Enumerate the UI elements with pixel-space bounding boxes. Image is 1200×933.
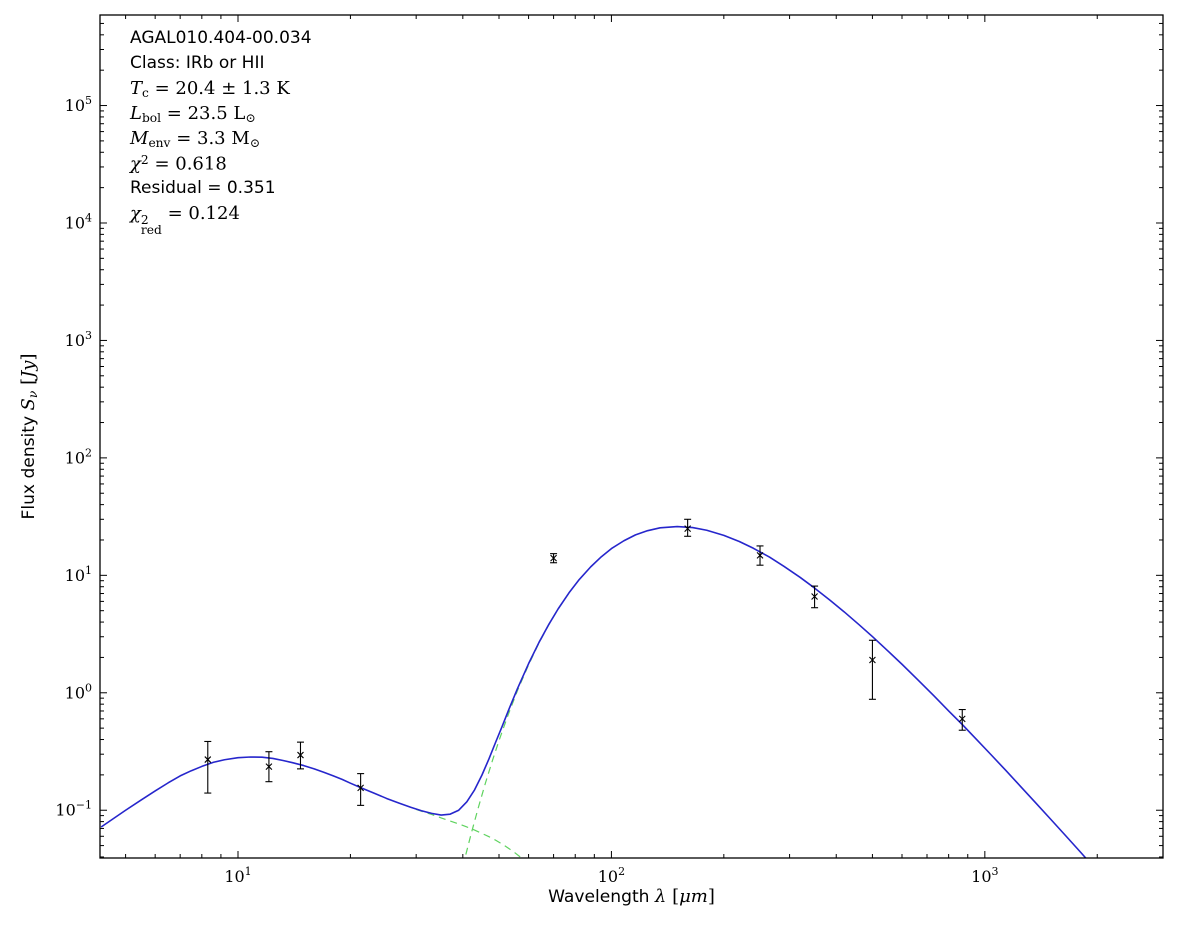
text-segment: Flux density bbox=[19, 410, 39, 520]
text-segment: = 20.4 ± 1.3 K bbox=[148, 78, 290, 99]
photometry-point bbox=[357, 773, 365, 806]
x-marker bbox=[869, 656, 876, 664]
x-tick-label: 101 bbox=[224, 865, 251, 886]
x-marker bbox=[684, 525, 692, 532]
y-tick-label: 105 bbox=[65, 94, 92, 115]
stacked-script: 2 red bbox=[140, 212, 162, 237]
text-segment: [ bbox=[666, 886, 680, 907]
annotation-dust-temperature: Tc = 20.4 ± 1.3 K bbox=[130, 78, 312, 103]
photometry-point bbox=[265, 751, 273, 783]
text-segment: λ bbox=[654, 886, 667, 907]
text-segment: ] bbox=[18, 353, 39, 361]
x-marker bbox=[811, 593, 818, 600]
annotation-class: Class: IRb or HII bbox=[130, 53, 265, 73]
x-marker bbox=[756, 551, 764, 559]
annotation-chi-squared-reduced: χ 2 red = 0.124 bbox=[130, 203, 312, 236]
y-tick-label: 102 bbox=[65, 446, 92, 467]
y-tick-label: 103 bbox=[65, 329, 92, 350]
text-segment: env bbox=[148, 136, 171, 151]
x-marker bbox=[357, 784, 365, 792]
y-tick-label: 104 bbox=[65, 211, 92, 232]
annotation-source-name: AGAL010.404-00.034 bbox=[130, 28, 312, 48]
text-segment: χ bbox=[130, 203, 141, 224]
text-segment: L bbox=[130, 103, 142, 124]
text-segment: Jy bbox=[18, 360, 39, 378]
annotation-envelope-mass: Menv = 3.3 M⊙ bbox=[130, 128, 312, 153]
x-tick-label: 103 bbox=[971, 865, 998, 886]
annotation-chi-squared: χ2 = 0.618 bbox=[130, 153, 312, 178]
text-segment: = 23.5 L bbox=[161, 103, 246, 124]
text-segment: 2 bbox=[140, 153, 149, 167]
text-segment: ] bbox=[707, 886, 715, 907]
photometry-point bbox=[550, 553, 558, 564]
photometry-point bbox=[811, 585, 819, 609]
text-segment: Wavelength bbox=[548, 887, 655, 907]
plot-area bbox=[100, 518, 1087, 858]
photometry-point bbox=[204, 740, 212, 794]
x-marker bbox=[550, 554, 557, 562]
photometry-point bbox=[868, 639, 876, 700]
text-segment: = 0.618 bbox=[148, 153, 227, 175]
warm-component-model bbox=[415, 808, 523, 858]
annotation-residual: Residual = 0.351 bbox=[130, 178, 276, 198]
text-segment: [ bbox=[18, 377, 39, 391]
text-segment: M bbox=[130, 128, 149, 149]
text-segment: bol bbox=[141, 111, 162, 126]
text-segment: μm bbox=[679, 886, 708, 907]
y-tick-label: 10−1 bbox=[55, 799, 92, 820]
text-segment: ⊙ bbox=[245, 111, 256, 126]
fit-parameters-annotation: AGAL010.404-00.034 Class: IRb or HII Tc = … bbox=[130, 28, 312, 236]
total-model-fit bbox=[100, 525, 1087, 858]
photometry-point bbox=[684, 518, 692, 537]
x-marker bbox=[958, 715, 966, 723]
photometry-point bbox=[296, 741, 304, 770]
x-axis-label: Wavelength λ [μm] bbox=[100, 886, 1163, 907]
y-axis-label: Flux density Sν [Jy] bbox=[18, 15, 40, 858]
x-marker bbox=[297, 751, 304, 759]
y-tick-label: 100 bbox=[65, 681, 92, 702]
annotation-bolometric-luminosity: Lbol = 23.5 L⊙ bbox=[130, 103, 312, 128]
text-segment: = 3.3 M bbox=[170, 128, 250, 149]
text-segment: T bbox=[130, 78, 143, 99]
y-tick-label: 101 bbox=[65, 564, 92, 585]
text-segment: ⊙ bbox=[249, 136, 261, 151]
text-segment: c bbox=[142, 86, 149, 101]
photometry-point bbox=[958, 708, 966, 731]
text-segment: S bbox=[18, 398, 39, 411]
text-segment: ν bbox=[26, 390, 41, 399]
text-segment: χ bbox=[130, 153, 141, 175]
text-segment: = 0.124 bbox=[161, 203, 240, 224]
x-marker bbox=[204, 756, 212, 763]
x-tick-label: 102 bbox=[598, 865, 625, 886]
photometry-point bbox=[756, 545, 764, 566]
x-marker bbox=[265, 763, 273, 771]
axes-frame bbox=[99, 14, 1164, 859]
